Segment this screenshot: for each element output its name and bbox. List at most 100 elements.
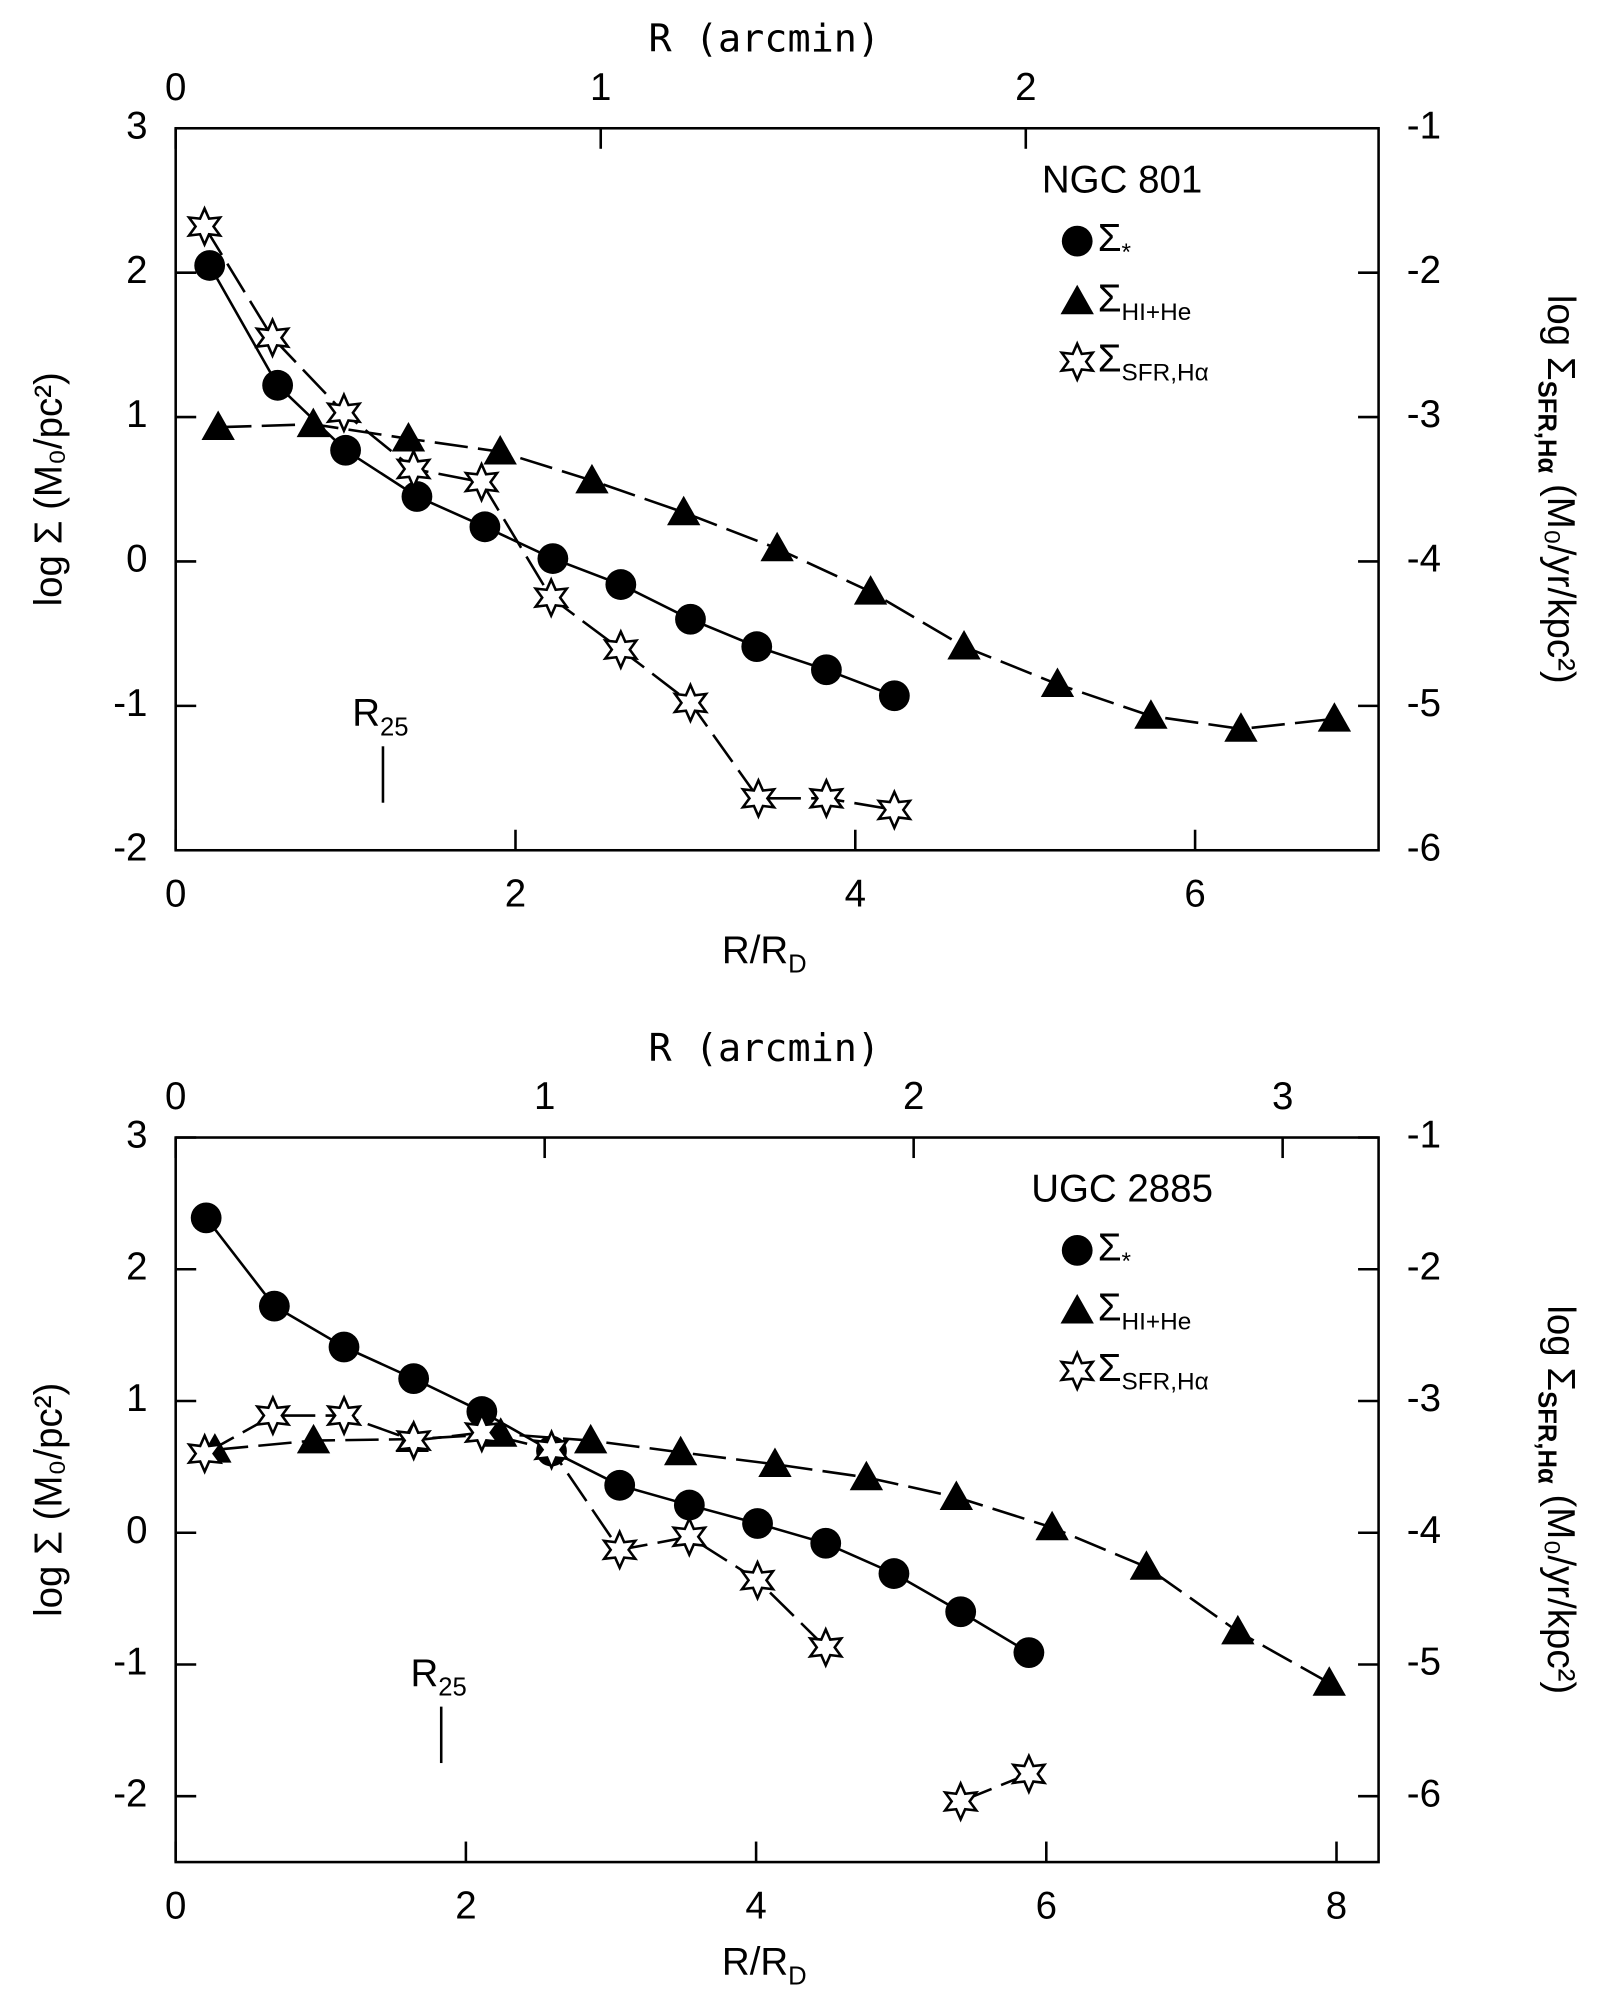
data-point [325, 391, 363, 434]
data-point [1221, 1614, 1255, 1645]
data-point [605, 569, 637, 600]
legend-label: Σ* [1098, 1227, 1132, 1276]
data-point [537, 543, 569, 574]
data-point [1134, 699, 1168, 729]
y-tick-label: 3 [126, 104, 147, 147]
x2-tick-label: 0 [165, 1075, 186, 1118]
data-point [945, 1596, 977, 1628]
legend-marker [1061, 225, 1093, 257]
legend-label: ΣSFR,Hα [1098, 338, 1209, 387]
x-tick-label: 0 [165, 1884, 186, 1927]
data-point [391, 422, 426, 452]
data-point [398, 1363, 430, 1394]
data-point [296, 407, 330, 438]
x2-tick-label: 1 [534, 1075, 555, 1118]
data-point [325, 1394, 363, 1437]
y-tick-label: -2 [113, 1772, 147, 1815]
y-tick-label: 0 [126, 538, 147, 581]
y2-tick-label: -4 [1407, 538, 1441, 581]
data-point [810, 1527, 842, 1559]
data-point [741, 631, 773, 663]
data-point [602, 628, 640, 671]
legend-label-sub: HI+He [1122, 1309, 1192, 1336]
y2-axis-label-main: log Σ [1539, 295, 1582, 381]
x2-tick-label: 3 [1272, 1075, 1293, 1118]
data-point [673, 1489, 705, 1521]
legend-label-main: Σ [1098, 338, 1122, 381]
x2-axis-label: R (arcmin) [649, 17, 881, 62]
y2-axis-label-rest: (M₀/yr/kpc²) [1539, 473, 1582, 683]
data-point [574, 1423, 608, 1454]
x-tick-label: 6 [1184, 873, 1205, 916]
data-point [532, 576, 570, 619]
y-tick-label: 1 [126, 1377, 147, 1420]
x-tick-label: 4 [845, 873, 866, 916]
data-point [604, 1469, 636, 1501]
legend-label-main: Σ [1098, 1227, 1122, 1270]
legend-label: ΣHI+He [1098, 1287, 1192, 1336]
x2-axis-label: R (arcmin) [649, 1026, 881, 1071]
data-point [853, 575, 888, 605]
x-tick-label: 6 [1036, 1884, 1057, 1927]
data-point [1035, 1510, 1069, 1541]
x-tick-label: 2 [455, 1884, 476, 1927]
y2-axis-label: log ΣSFR,Hα (M₀/yr/kpc²) [1533, 1305, 1582, 1694]
data-point [533, 1428, 570, 1471]
y-tick-label: -2 [113, 826, 147, 869]
x2-tick-label: 2 [1015, 66, 1036, 109]
data-point [463, 460, 500, 504]
y2-tick-label: -3 [1407, 1377, 1441, 1420]
y2-tick-label: -2 [1407, 1245, 1441, 1288]
data-point [667, 495, 701, 526]
data-point [672, 681, 709, 725]
data-point [942, 1780, 980, 1823]
data-point [740, 777, 777, 820]
data-point [939, 1480, 974, 1510]
y2-axis-label-main: log Σ [1539, 1305, 1582, 1391]
data-point [254, 1394, 292, 1437]
data-point [186, 1432, 224, 1475]
data-point [1013, 1637, 1045, 1669]
x2-tick-label: 2 [903, 1075, 924, 1118]
series-line [208, 264, 895, 697]
y-tick-label: 3 [126, 1114, 147, 1157]
y2-tick-label: -1 [1407, 1114, 1441, 1157]
legend-label-main: Σ [1098, 1347, 1122, 1390]
data-point [296, 1423, 331, 1454]
x-axis-label-main: R/R [722, 929, 788, 972]
data-point [739, 1559, 776, 1602]
y-axis-label: log Σ (M₀/pc²) [27, 1383, 70, 1617]
y2-axis-label-sub: SFR,Hα [1533, 381, 1561, 474]
y2-tick-label: -5 [1407, 682, 1441, 725]
data-point [330, 434, 361, 466]
annotation: R25 [352, 692, 408, 741]
data-point [878, 680, 910, 712]
x-axis-label: R/RD [722, 1941, 807, 1990]
data-point [483, 435, 517, 465]
data-point [401, 481, 433, 512]
series-line [203, 225, 895, 812]
legend-marker [1058, 340, 1096, 383]
data-point [463, 1411, 501, 1454]
annotation-main: R [352, 692, 380, 735]
data-point [1317, 702, 1352, 732]
y-tick-label: 2 [126, 1245, 147, 1288]
data-point [811, 654, 842, 686]
legend-label-sub: HI+He [1122, 300, 1192, 327]
annotation-sub: 25 [380, 713, 409, 741]
x-tick-label: 0 [165, 873, 186, 916]
panel-title: UGC 2885 [1031, 1168, 1213, 1211]
x2-tick-label: 0 [165, 66, 186, 109]
data-point [947, 629, 981, 660]
data-point [575, 463, 609, 494]
legend-label: Σ* [1098, 217, 1132, 266]
x-axis-label: R/RD [722, 929, 807, 978]
data-point [262, 369, 294, 401]
x-tick-label: 2 [505, 873, 526, 916]
data-point [601, 1528, 639, 1571]
y-tick-label: -1 [113, 682, 147, 725]
legend-label-main: Σ [1098, 278, 1122, 321]
y2-tick-label: -4 [1407, 1509, 1441, 1552]
legend-label-main: Σ [1098, 1287, 1122, 1330]
